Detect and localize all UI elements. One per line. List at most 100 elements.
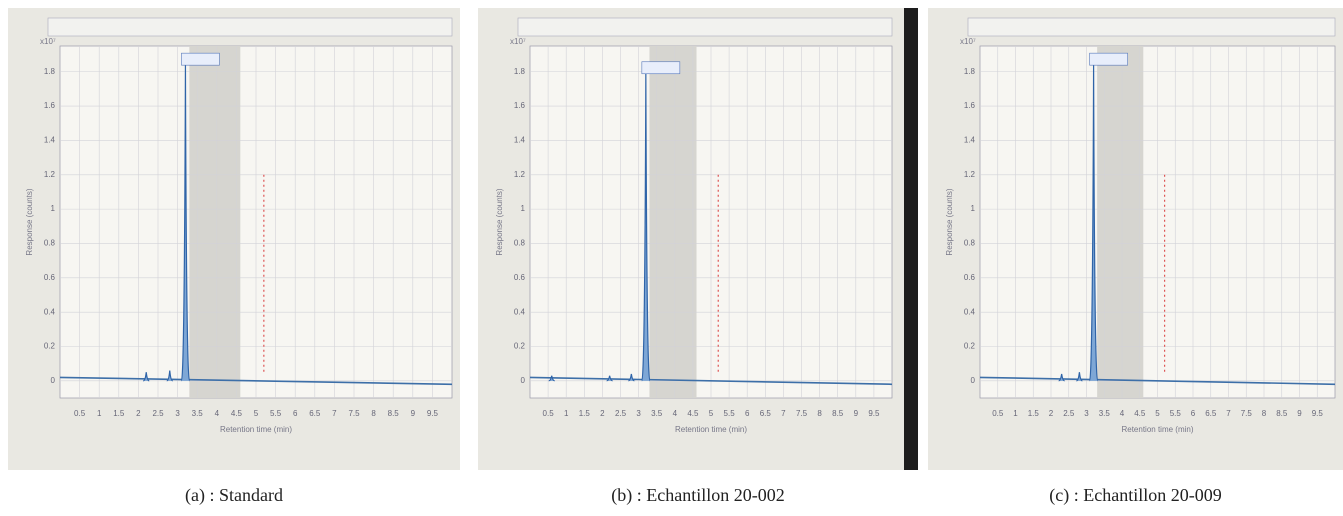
x-tick-label: 4.5 [687, 409, 699, 418]
x-tick-label: 7.5 [796, 409, 808, 418]
y-tick-label: 1.2 [514, 170, 526, 179]
x-tick-label: 2.5 [1063, 409, 1075, 418]
x-tick-label: 0.5 [543, 409, 555, 418]
y-tick-label: 0.8 [514, 239, 526, 248]
x-tick-label: 5.5 [1170, 409, 1182, 418]
y-tick-label: 0.4 [514, 307, 526, 316]
x-tick-label: 4.5 [231, 409, 243, 418]
x-tick-label: 8.5 [388, 409, 400, 418]
y-tick-label: 1.6 [514, 101, 526, 110]
peak [143, 372, 150, 382]
peak [628, 373, 635, 382]
peak [606, 375, 613, 382]
y-tick-label: 1.4 [964, 136, 976, 145]
x-tick-label: 8.5 [1276, 409, 1288, 418]
peak [166, 370, 173, 382]
y-tick-label: 1.4 [44, 136, 56, 145]
y-tick-label: 0.2 [514, 342, 526, 351]
x-tick-label: 9 [1297, 409, 1302, 418]
x-tick-label: 3 [1084, 409, 1089, 418]
baseline [59, 376, 453, 386]
y-tick-label: 1.8 [44, 67, 56, 76]
scale-label: x10⁷ [40, 37, 56, 46]
screen-edge [904, 8, 918, 470]
y-tick-label: 1 [521, 204, 526, 213]
x-tick-label: 3.5 [1099, 409, 1111, 418]
x-tick-label: 9.5 [868, 409, 880, 418]
caption: (a) : Standard [185, 485, 283, 506]
caption: (b) : Echantillon 20-002 [611, 485, 784, 506]
y-tick-label: 1.8 [964, 67, 976, 76]
y-tick-label: 1.2 [44, 170, 56, 179]
y-tick-label: 0.6 [514, 273, 526, 282]
title-bar [517, 17, 893, 37]
x-tick-label: 8 [371, 409, 376, 418]
x-tick-label: 7 [781, 409, 786, 418]
x-tick-label: 9 [854, 409, 859, 418]
x-tick-label: 5 [254, 409, 259, 418]
x-tick-label: 0.5 [74, 409, 86, 418]
panel: 0 0.2 0.4 0.6 0.8 1 1.2 1.4 1.6 1.8 0.5 1 1.5 2 2.5 3 3.… [928, 8, 1343, 506]
y-tick-label: 0 [521, 376, 526, 385]
title-bar [967, 17, 1336, 37]
y-tick-label: 1 [971, 204, 976, 213]
x-tick-label: 7 [332, 409, 337, 418]
y-axis-label: Response (counts) [945, 188, 954, 255]
x-tick-label: 8 [1262, 409, 1267, 418]
peak [1076, 372, 1083, 382]
y-tick-label: 0.6 [964, 273, 976, 282]
y-tick-label: 1.6 [964, 101, 976, 110]
y-tick-label: 0.6 [44, 273, 56, 282]
x-tick-label: 1 [97, 409, 102, 418]
x-tick-label: 3.5 [651, 409, 663, 418]
x-tick-label: 1.5 [1028, 409, 1040, 418]
y-tick-label: 0.2 [964, 342, 976, 351]
x-axis-label: Retention time (min) [220, 425, 292, 434]
y-tick-label: 0 [971, 376, 976, 385]
x-tick-label: 1 [564, 409, 569, 418]
scale-label: x10⁷ [960, 37, 976, 46]
x-tick-label: 9.5 [1312, 409, 1324, 418]
x-tick-label: 2 [136, 409, 141, 418]
integration-region [649, 46, 697, 398]
x-tick-label: 6 [293, 409, 298, 418]
panel: 0 0.2 0.4 0.6 0.8 1 1.2 1.4 1.6 1.8 0.5 1 1.5 2 2.5 3 3.… [8, 8, 460, 506]
y-tick-label: 0 [51, 376, 56, 385]
x-tick-label: 8 [817, 409, 822, 418]
y-tick-label: 0.4 [964, 307, 976, 316]
x-tick-label: 6.5 [309, 409, 321, 418]
integration-region [1097, 46, 1144, 398]
x-tick-label: 6.5 [760, 409, 772, 418]
x-tick-label: 5 [709, 409, 714, 418]
x-tick-label: 4 [673, 409, 678, 418]
panel: 0 0.2 0.4 0.6 0.8 1 1.2 1.4 1.6 1.8 0.5 1 1.5 2 2.5 3 3.… [478, 8, 918, 506]
x-tick-label: 2 [1049, 409, 1054, 418]
x-tick-label: 2 [600, 409, 605, 418]
y-tick-label: 1.2 [964, 170, 976, 179]
x-tick-label: 4 [215, 409, 220, 418]
x-tick-label: 0.5 [992, 409, 1004, 418]
scale-label: x10⁷ [510, 37, 526, 46]
y-tick-label: 0.8 [964, 239, 976, 248]
x-tick-label: 7.5 [1241, 409, 1253, 418]
peak-label-box [641, 61, 681, 75]
x-tick-label: 1.5 [579, 409, 591, 418]
x-tick-label: 5 [1155, 409, 1160, 418]
x-tick-label: 1.5 [113, 409, 125, 418]
x-tick-label: 7 [1226, 409, 1231, 418]
y-tick-label: 1.4 [514, 136, 526, 145]
x-tick-label: 2.5 [615, 409, 627, 418]
x-tick-label: 8.5 [832, 409, 844, 418]
x-tick-label: 6.5 [1205, 409, 1217, 418]
x-tick-label: 4 [1120, 409, 1125, 418]
y-tick-label: 0.2 [44, 342, 56, 351]
y-tick-label: 0.4 [44, 307, 56, 316]
integration-region [189, 46, 241, 398]
y-tick-label: 1 [51, 204, 56, 213]
x-tick-label: 9.5 [427, 409, 439, 418]
peak [548, 375, 555, 382]
x-tick-label: 3 [636, 409, 641, 418]
baseline [529, 376, 893, 386]
x-tick-label: 1 [1013, 409, 1018, 418]
